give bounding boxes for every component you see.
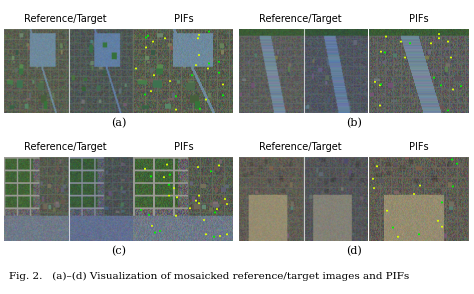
Text: Fig. 2.   (a)–(d) Visualization of mosaicked reference/target images and PIFs: Fig. 2. (a)–(d) Visualization of mosaick… [9,272,410,281]
Text: (b): (b) [346,118,362,129]
Text: Reference/Target: Reference/Target [259,14,342,24]
Text: (a): (a) [111,118,126,129]
Text: Reference/Target: Reference/Target [24,142,106,152]
Text: PIFs: PIFs [173,14,193,24]
Text: PIFs: PIFs [409,142,429,152]
Text: (c): (c) [111,246,126,257]
Text: PIFs: PIFs [409,14,429,24]
Text: Reference/Target: Reference/Target [24,14,106,24]
Text: Reference/Target: Reference/Target [259,142,342,152]
Text: PIFs: PIFs [173,142,193,152]
Text: (d): (d) [346,246,362,257]
